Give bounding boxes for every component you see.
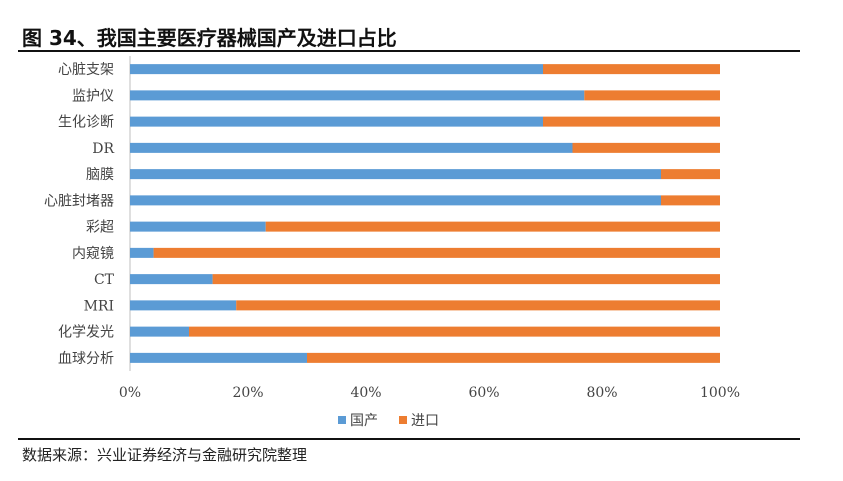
bar-domestic	[130, 64, 543, 75]
y-tick-label: 生化诊断	[58, 115, 114, 131]
bar-domestic	[130, 352, 307, 363]
bar-domestic	[130, 195, 661, 206]
bar-domestic	[130, 142, 573, 153]
y-tick-label: MRI	[84, 298, 114, 314]
bar-import	[236, 300, 720, 311]
y-tick-label: 血球分析	[58, 351, 114, 367]
x-tick-label: 80%	[586, 385, 617, 401]
x-tick-label: 20%	[232, 385, 263, 401]
bar-import	[543, 64, 720, 75]
y-tick-label: 心脏支架	[58, 62, 114, 78]
x-tick-label: 100%	[700, 385, 740, 401]
bar-import	[572, 142, 720, 153]
legend-import-swatch	[399, 416, 407, 424]
bar-import	[584, 90, 720, 101]
y-tick-label: 彩超	[86, 220, 114, 236]
legend-domestic-label: 国产	[350, 413, 378, 429]
y-tick-label: 化学发光	[58, 325, 114, 341]
y-tick-label: 脑膜	[86, 167, 114, 183]
bar-domestic	[130, 221, 266, 232]
bar-domestic	[130, 300, 237, 311]
y-tick-label: DR	[92, 141, 114, 157]
legend-domestic-swatch	[338, 416, 346, 424]
bar-import	[212, 274, 720, 285]
bar-domestic	[130, 90, 585, 101]
bottom-rule	[18, 438, 800, 440]
bar-import	[543, 116, 720, 127]
chart-title: 图 34、我国主要医疗器械国产及进口占比	[22, 26, 397, 50]
bar-domestic	[130, 169, 661, 180]
bar-domestic	[130, 326, 189, 337]
y-tick-label: CT	[94, 272, 115, 288]
legend-import-label: 进口	[411, 413, 439, 429]
bar-import	[189, 326, 720, 337]
bar-domestic	[130, 247, 154, 258]
bar-import	[307, 352, 720, 363]
y-tick-label: 内窥镜	[72, 245, 114, 262]
bar-domestic	[130, 274, 213, 285]
bar-domestic	[130, 116, 543, 127]
bar-import	[661, 169, 720, 180]
x-tick-label: 60%	[468, 385, 499, 401]
source-note: 数据来源：兴业证券经济与金融研究院整理	[22, 446, 308, 464]
x-tick-label: 40%	[350, 385, 381, 401]
top-rule	[18, 50, 800, 52]
y-tick-label: 心脏封堵器	[44, 193, 114, 209]
bar-import	[265, 221, 720, 232]
x-tick-label: 0%	[119, 385, 141, 401]
y-tick-label: 监护仪	[72, 88, 114, 104]
bar-import	[661, 195, 720, 206]
bar-import	[153, 247, 721, 258]
